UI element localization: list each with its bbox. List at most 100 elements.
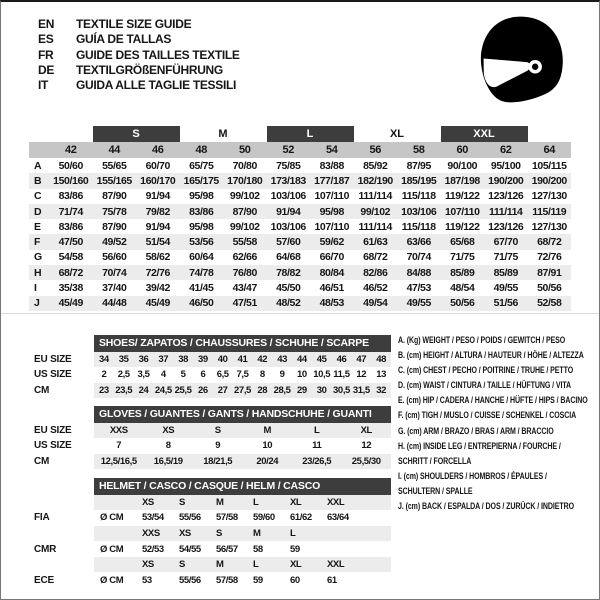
measure-value: 62/66 <box>232 251 258 264</box>
measure-value: 103/106 <box>270 190 307 203</box>
measure-value: 85/89 <box>450 266 475 279</box>
measure-value: 115/118 <box>401 190 436 203</box>
cell-value: 61/62 <box>290 512 312 524</box>
cell-value: 56/57 <box>216 543 238 555</box>
helmet-icon <box>469 10 569 110</box>
measure-row-h: H 68/72 70/74 72/76 74/78 76/80 78/82 80/84 82/8… <box>29 265 571 281</box>
measure-value: 49/54 <box>363 297 388 310</box>
row-values: 12,5/16,5 16,5/19 18/21,5 20/24 23/26,5 25,5/… <box>94 453 391 470</box>
measure-value: 115/119 <box>532 205 567 218</box>
language-row: IT GUIDA ALLE TAGLIE TESSILI <box>38 78 240 93</box>
measure-value: 111/114 <box>358 190 393 203</box>
measure-value: 80/84 <box>319 266 345 279</box>
cell-value: S <box>179 496 185 508</box>
cell-value: 61 <box>327 574 337 586</box>
measure-value: 190/200 <box>488 174 524 187</box>
measure-value: 60/64 <box>189 251 214 264</box>
measure-value: 59/62 <box>319 236 345 249</box>
cell-value: 40 <box>217 353 228 365</box>
cell-value: 47 <box>356 353 367 365</box>
size-band-m: M <box>218 128 228 140</box>
measure-row-label: D <box>34 205 42 218</box>
language-row: ES GUÍA DE TALLAS <box>38 32 240 47</box>
row-label: US SIZE <box>34 440 72 452</box>
measure-value: 79/82 <box>145 205 171 218</box>
cell-value: 32 <box>376 384 386 396</box>
language-title: GUIDA ALLE TAGLIE TESSILI <box>76 78 237 93</box>
row-values: 7 8 9 10 11 12 <box>94 438 391 454</box>
measure-value: 91/94 <box>145 220 171 233</box>
helmet-table-row: FIA Ø CM 53/54 55/56 57/58 59/60 61/62 63/64 <box>34 510 391 526</box>
measure-value: 47/51 <box>232 297 258 310</box>
measure-value: 68/72 <box>363 251 388 264</box>
cell-value: XS <box>162 424 175 436</box>
unit-cell: Ø CM <box>100 512 124 524</box>
measure-value: 99/102 <box>229 190 260 203</box>
cell-value: 43 <box>277 353 287 365</box>
cell-value: 8 <box>259 369 265 381</box>
measure-row-a: A 50/60 55/65 60/70 65/75 70/80 75/85 83/88 85/9… <box>29 158 571 173</box>
measure-value: 72/76 <box>537 251 562 264</box>
measure-value: 95/98 <box>189 190 214 203</box>
measure-value: 150/160 <box>53 174 89 187</box>
cell-value: 25,5/30 <box>351 455 381 467</box>
cell-value: L <box>290 527 296 539</box>
measure-value: 91/94 <box>145 190 171 203</box>
measure-value: 83/86 <box>58 190 84 203</box>
cell-value: 20/24 <box>256 455 279 467</box>
measure-value: 64/68 <box>276 251 301 264</box>
row-values: XS S M L XL XXL <box>94 556 391 573</box>
measure-value: 61/63 <box>363 236 388 249</box>
cell-value: 30 <box>316 384 327 396</box>
measure-value: 160/170 <box>140 174 176 187</box>
helmet-table-row: XXS XS S M L <box>34 525 391 542</box>
row-label: ECE <box>34 574 54 586</box>
legend-line: B. (cm) HEIGHT / ALTURA / HAUTEUR / HÖHE… <box>398 350 584 361</box>
cell-value: 3,5 <box>137 369 150 381</box>
measure-value: 87/90 <box>102 190 127 203</box>
table-row: US SIZE 7 8 9 10 11 12 <box>34 438 391 454</box>
measure-value: 45/49 <box>58 297 84 310</box>
measure-value: 91/94 <box>276 205 301 218</box>
measure-row-f: F 47/50 49/52 51/54 53/56 55/58 57/60 59/62 61/6… <box>29 234 571 250</box>
gloves-table-title: GLOVES / GUANTES / GANTS / HANDSCHUHE / … <box>94 406 391 423</box>
measure-value: 49/55 <box>406 297 432 310</box>
measure-value: 53/56 <box>189 236 214 249</box>
cell-value: 6 <box>200 369 206 381</box>
language-title: TEXTILE SIZE GUIDE <box>76 17 192 31</box>
measurement-legend: A. (Kg) WEIGHT / PESO / POIDS / GEWITCH … <box>398 333 593 514</box>
row-values: 34 35 36 37 38 39 40 41 42 43 44 45 46 47 48 <box>94 351 391 368</box>
measure-value: 65/68 <box>450 236 475 249</box>
legend-line: C. (cm) CHEST / PECHO / POITRINE / TRUHE… <box>398 365 574 376</box>
measure-value: 58/62 <box>145 251 171 264</box>
measure-value: 111/114 <box>358 220 393 233</box>
numeric-size: 64 <box>543 144 556 156</box>
measure-value: 46/52 <box>363 282 388 295</box>
cell-value: 57/58 <box>216 512 238 524</box>
gloves-size-table: GLOVES / GUANTES / GANTS / HANDSCHUHE / … <box>34 406 391 470</box>
cell-value: 2 <box>101 369 107 381</box>
row-label: CM <box>34 384 50 396</box>
legend-line: E. (cm) HIP / CADERA / HANCHE / HÜFTE / … <box>398 395 588 406</box>
measure-value: 47/53 <box>406 282 432 295</box>
row-label: EU SIZE <box>34 353 72 365</box>
measure-value: 190/200 <box>531 174 568 187</box>
cell-value: XXL <box>327 496 345 508</box>
language-code: ES <box>38 32 54 47</box>
size-band-xxl: XXL <box>440 126 528 142</box>
row-label: US SIZE <box>34 369 72 381</box>
size-band-s: S <box>92 126 180 142</box>
row-values: XXS XS S M L <box>94 525 391 542</box>
cell-value: 31,5 <box>352 384 370 396</box>
measure-value: 99/102 <box>229 220 260 233</box>
measure-value: 127/130 <box>531 190 568 203</box>
cell-value: 23,5 <box>115 384 133 396</box>
language-title: TEXTILGRÖßENFÜHRUNG <box>76 62 223 77</box>
row-label: EU SIZE <box>34 424 72 436</box>
measure-value: 74/78 <box>189 266 214 279</box>
cell-value: 6,5 <box>216 369 229 381</box>
cell-value: 7 <box>116 440 122 452</box>
measure-value: 67/70 <box>493 236 519 249</box>
measure-value: 87/90 <box>102 220 127 233</box>
